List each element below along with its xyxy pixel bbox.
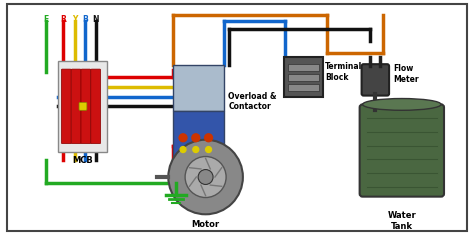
Text: Y: Y	[73, 15, 78, 24]
FancyBboxPatch shape	[288, 74, 319, 81]
FancyBboxPatch shape	[8, 4, 466, 231]
Circle shape	[185, 156, 226, 197]
Text: Water
Tank: Water Tank	[387, 211, 416, 231]
FancyBboxPatch shape	[288, 84, 319, 91]
Circle shape	[168, 140, 243, 214]
FancyBboxPatch shape	[362, 64, 389, 96]
Circle shape	[205, 134, 212, 142]
Circle shape	[206, 147, 211, 152]
Circle shape	[198, 169, 213, 184]
Text: B: B	[82, 15, 88, 24]
FancyBboxPatch shape	[360, 105, 444, 197]
Text: Flow
Meter: Flow Meter	[393, 64, 419, 84]
FancyBboxPatch shape	[173, 111, 224, 157]
FancyBboxPatch shape	[288, 64, 319, 71]
FancyBboxPatch shape	[71, 69, 81, 144]
Text: N: N	[92, 15, 99, 24]
FancyBboxPatch shape	[81, 69, 91, 144]
Circle shape	[192, 134, 200, 142]
FancyBboxPatch shape	[173, 65, 224, 111]
Text: R: R	[60, 15, 66, 24]
Text: E: E	[43, 15, 48, 24]
Ellipse shape	[363, 99, 441, 110]
Text: MCB: MCB	[73, 156, 93, 165]
FancyBboxPatch shape	[58, 61, 108, 151]
FancyBboxPatch shape	[91, 69, 100, 144]
FancyBboxPatch shape	[79, 102, 87, 110]
FancyBboxPatch shape	[284, 57, 323, 96]
FancyBboxPatch shape	[61, 69, 71, 144]
Text: Terminal
Block: Terminal Block	[325, 62, 363, 82]
Text: Overload &
Contactor: Overload & Contactor	[228, 92, 277, 111]
Circle shape	[179, 134, 187, 142]
Text: Motor: Motor	[191, 220, 219, 229]
Circle shape	[180, 147, 186, 152]
Circle shape	[193, 147, 199, 152]
